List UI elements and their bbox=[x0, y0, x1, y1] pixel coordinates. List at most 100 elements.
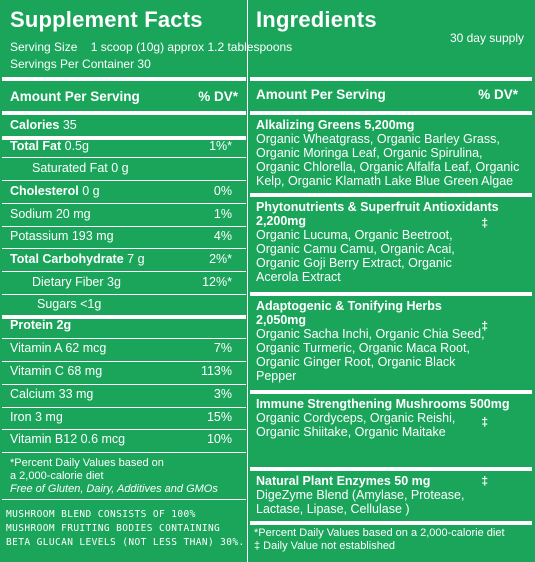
nutrient-amount: Vitamin A 62 mcg bbox=[10, 341, 107, 355]
nutrient-amount: 0.5g bbox=[61, 139, 89, 153]
nutrient-amount: Vitamin C 68 mg bbox=[10, 364, 103, 378]
divider bbox=[2, 361, 246, 362]
nutrient-label: Total Carbohydrate 7 g bbox=[10, 252, 145, 266]
dagger-mark: ‡ bbox=[481, 216, 488, 230]
nutrient-label: Potassium 193 mg bbox=[10, 229, 114, 243]
facts-row: Vitamin C 68 mg 113% bbox=[10, 364, 246, 378]
nutrient-amount: 35 bbox=[59, 118, 77, 132]
nutrient-name: Protein 2g bbox=[10, 318, 72, 332]
supplement-facts-title: Supplement Facts bbox=[10, 7, 203, 32]
divider bbox=[2, 248, 246, 249]
nutrient-label: Vitamin A 62 mcg bbox=[10, 341, 106, 355]
serving-size: Serving Size 1 scoop (10g) approx 1.2 ta… bbox=[10, 40, 293, 54]
nutrient-amount: Sodium 20 mg bbox=[10, 207, 91, 221]
divider bbox=[2, 407, 246, 408]
divider bbox=[250, 193, 532, 197]
section-title: Natural Plant Enzymes 50 mg bbox=[256, 474, 431, 488]
daily-value: 113% bbox=[200, 364, 232, 378]
nutrient-label: Sodium 20 mg bbox=[10, 207, 91, 221]
mushroom-note-line1: MUSHROOM BLEND CONSISTS OF 100% bbox=[6, 509, 196, 520]
divider bbox=[2, 452, 246, 453]
nutrient-amount: Vitamin B12 0.6 mcg bbox=[10, 432, 126, 446]
dv-header: % DV* bbox=[198, 89, 238, 104]
divider bbox=[250, 77, 532, 81]
mushroom-note: MUSHROOM BLEND CONSISTS OF 100% MUSHROOM… bbox=[6, 508, 245, 550]
supply-duration: 30 day supply bbox=[449, 31, 524, 45]
divider bbox=[2, 77, 246, 81]
facts-row: Calcium 33 mg 3% bbox=[10, 387, 246, 401]
facts-row: Vitamin B12 0.6 mcg 10% bbox=[10, 432, 246, 446]
divider bbox=[2, 136, 246, 140]
divider bbox=[2, 226, 246, 227]
divider bbox=[2, 384, 246, 385]
facts-row: Sugars <1g bbox=[37, 297, 246, 311]
facts-row: Dietary Fiber 3g 12%* bbox=[32, 275, 246, 289]
daily-value: 15% bbox=[206, 410, 232, 424]
daily-value: 0% bbox=[213, 184, 232, 198]
nutrient-amount: Dietary Fiber 3g bbox=[32, 275, 121, 289]
nutrient-label: Dietary Fiber 3g bbox=[32, 275, 121, 289]
footnote-dv: *Percent Daily Values based on a 2,000-c… bbox=[10, 457, 218, 496]
ingredients-title: Ingredients bbox=[256, 7, 377, 32]
dagger-mark: ‡ bbox=[481, 319, 488, 333]
divider bbox=[250, 292, 532, 296]
dagger-mark: ‡ bbox=[481, 474, 488, 488]
nutrient-amount: Sugars <1g bbox=[37, 297, 102, 311]
nutrient-label: Calcium 33 mg bbox=[10, 387, 93, 401]
facts-row: Protein 2g bbox=[10, 318, 246, 332]
nutrient-label: Saturated Fat 0 g bbox=[32, 161, 129, 175]
ingredient-section: Immune Strengthening Mushrooms 500mg Org… bbox=[256, 397, 526, 439]
section-title: Phytonutrients & Superfruit Antioxidants… bbox=[256, 200, 499, 228]
ingredient-section: Adaptogenic & Tonifying Herbs 2,050mg Or… bbox=[256, 299, 526, 383]
divider bbox=[2, 338, 246, 339]
nutrient-label: Protein 2g bbox=[10, 318, 71, 332]
nutrient-amount: Potassium 193 mg bbox=[10, 229, 114, 243]
section-title: Adaptogenic & Tonifying Herbs 2,050mg bbox=[256, 299, 442, 327]
nutrient-amount: 7 g bbox=[123, 252, 145, 266]
amount-header: Amount Per Serving % DV* bbox=[256, 87, 532, 103]
divider bbox=[250, 521, 532, 525]
nutrient-name: Calories bbox=[10, 118, 60, 132]
facts-row: Vitamin A 62 mcg 7% bbox=[10, 341, 246, 355]
footnote-line1: *Percent Daily Values based on a 2,000-c… bbox=[254, 527, 505, 539]
daily-value: 1% bbox=[213, 207, 232, 221]
divider bbox=[2, 180, 246, 181]
nutrient-label: Iron 3 mg bbox=[10, 410, 63, 424]
section-ingredients: Organic Wheatgrass, Organic Barley Grass… bbox=[256, 132, 520, 188]
nutrient-label: Sugars <1g bbox=[37, 297, 101, 311]
facts-row: Sodium 20 mg 1% bbox=[10, 207, 246, 221]
servings-per-container: Servings Per Container 30 bbox=[10, 57, 151, 71]
divider bbox=[250, 111, 532, 115]
facts-row: Saturated Fat 0 g bbox=[32, 161, 246, 175]
facts-row: Iron 3 mg 15% bbox=[10, 410, 246, 424]
divider bbox=[2, 157, 246, 158]
daily-value: 1%* bbox=[209, 139, 232, 153]
nutrient-label: Vitamin B12 0.6 mcg bbox=[10, 432, 125, 446]
facts-row: Cholesterol 0 g 0% bbox=[10, 184, 246, 198]
footnote-line2: a 2,000-calorie diet bbox=[10, 470, 104, 482]
nutrient-label: Total Fat 0.5g bbox=[10, 139, 89, 153]
nutrient-amount: Saturated Fat 0 g bbox=[32, 161, 129, 175]
section-ingredients: Organic Cordyceps, Organic Reishi, Organ… bbox=[256, 411, 456, 439]
footnote-line1: *Percent Daily Values based on bbox=[10, 457, 164, 469]
ingredient-section: Natural Plant Enzymes 50 mg DigeZyme Ble… bbox=[256, 474, 526, 516]
amount-header: Amount Per Serving % DV* bbox=[10, 89, 246, 105]
dagger-mark: ‡ bbox=[481, 415, 488, 429]
nutrient-label: Cholesterol 0 g bbox=[10, 184, 100, 198]
daily-value: 3% bbox=[213, 387, 232, 401]
nutrient-name: Total Fat bbox=[10, 139, 62, 153]
facts-row: Potassium 193 mg 4% bbox=[10, 229, 246, 243]
nutrient-amount: Iron 3 mg bbox=[10, 410, 63, 424]
nutrient-amount: Calcium 33 mg bbox=[10, 387, 94, 401]
amount-per-serving-label: Amount Per Serving bbox=[256, 87, 386, 102]
section-title: Immune Strengthening Mushrooms 500mg bbox=[256, 397, 510, 411]
dv-header: % DV* bbox=[478, 87, 518, 102]
free-of-note: Free of Gluten, Dairy, Additives and GMO… bbox=[10, 483, 218, 495]
facts-row: Total Carbohydrate 7 g 2%* bbox=[10, 252, 246, 266]
divider bbox=[2, 294, 246, 295]
footnote-dv: *Percent Daily Values based on a 2,000-c… bbox=[254, 527, 505, 553]
facts-row: Calories 35 bbox=[10, 118, 246, 132]
divider bbox=[2, 271, 246, 272]
divider bbox=[2, 203, 246, 204]
nutrient-amount: 0 g bbox=[78, 184, 100, 198]
